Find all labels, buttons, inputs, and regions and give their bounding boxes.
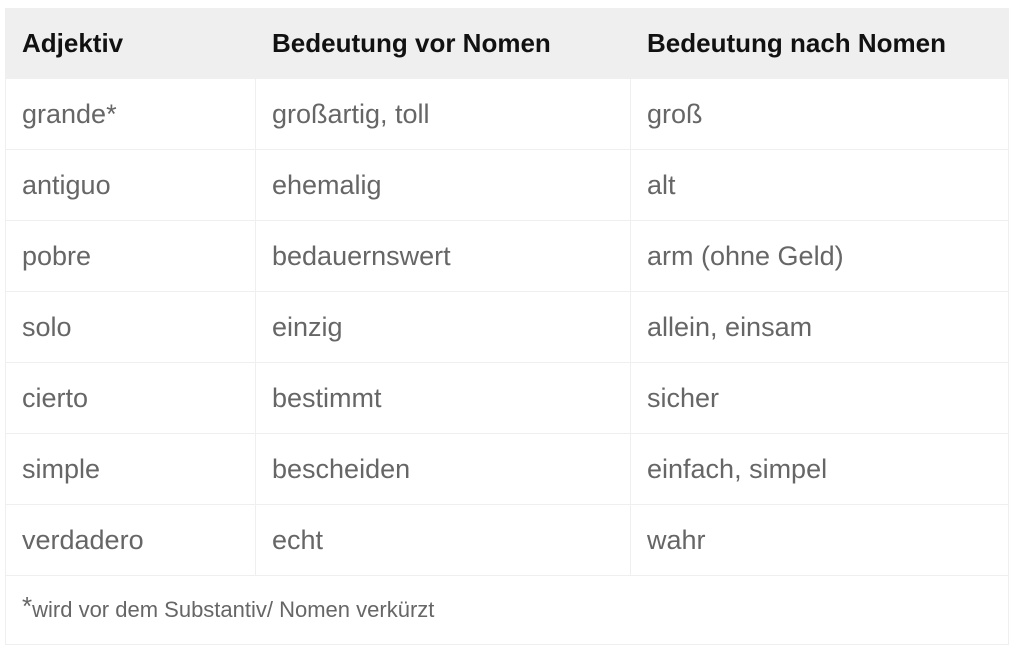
cell-adjektiv: pobre [6, 221, 256, 291]
header-adjektiv: Adjektiv [6, 9, 256, 78]
footnote-text: wird vor dem Substantiv/ Nomen verkürzt [32, 597, 435, 622]
cell-nach-nomen: arm (ohne Geld) [647, 240, 844, 271]
cell-nach-nomen: einfach, simpel [647, 453, 828, 484]
cell-adjektiv: antiguo [6, 150, 256, 220]
cell-vor-nomen: großartig, toll [256, 79, 631, 149]
footnote-marker: * [22, 590, 33, 621]
cell-nach-nomen: sicher [647, 382, 720, 413]
adjective-table: Adjektiv Bedeutung vor Nomen Bedeutung n… [5, 8, 1009, 645]
header-nach-nomen: Bedeutung nach Nomen [647, 28, 947, 58]
table-row: antiguo ehemalig alt [6, 150, 1008, 221]
cell-adjektiv: verdadero [6, 505, 256, 575]
cell-vor-nomen: ehemalig [256, 150, 631, 220]
cell-nach-nomen: groß [647, 98, 703, 129]
cell-vor-nomen: bedauernswert [256, 221, 631, 291]
table-row: grande* großartig, toll groß [6, 79, 1008, 150]
table-row: verdadero echt wahr [6, 505, 1008, 576]
table-header: Adjektiv Bedeutung vor Nomen Bedeutung n… [6, 9, 1008, 79]
cell-nach-nomen: alt [647, 169, 676, 200]
cell-adjektiv: simple [6, 434, 256, 504]
cell-adjektiv: cierto [6, 363, 256, 433]
cell-nach-nomen: wahr [647, 524, 706, 555]
cell-vor-nomen: bestimmt [256, 363, 631, 433]
table-row: solo einzig allein, einsam [6, 292, 1008, 363]
cell-vor-nomen: einzig [256, 292, 631, 362]
cell-nach-nomen: allein, einsam [647, 311, 813, 342]
cell-adjektiv: grande* [6, 79, 256, 149]
table-row: simple bescheiden einfach, simpel [6, 434, 1008, 505]
footnote: * wird vor dem Substantiv/ Nomen verkürz… [6, 576, 1008, 644]
table-row: cierto bestimmt sicher [6, 363, 1008, 434]
header-vor-nomen: Bedeutung vor Nomen [256, 9, 631, 78]
cell-vor-nomen: bescheiden [256, 434, 631, 504]
cell-adjektiv: solo [6, 292, 256, 362]
cell-vor-nomen: echt [256, 505, 631, 575]
table-row: pobre bedauernswert arm (ohne Geld) [6, 221, 1008, 292]
